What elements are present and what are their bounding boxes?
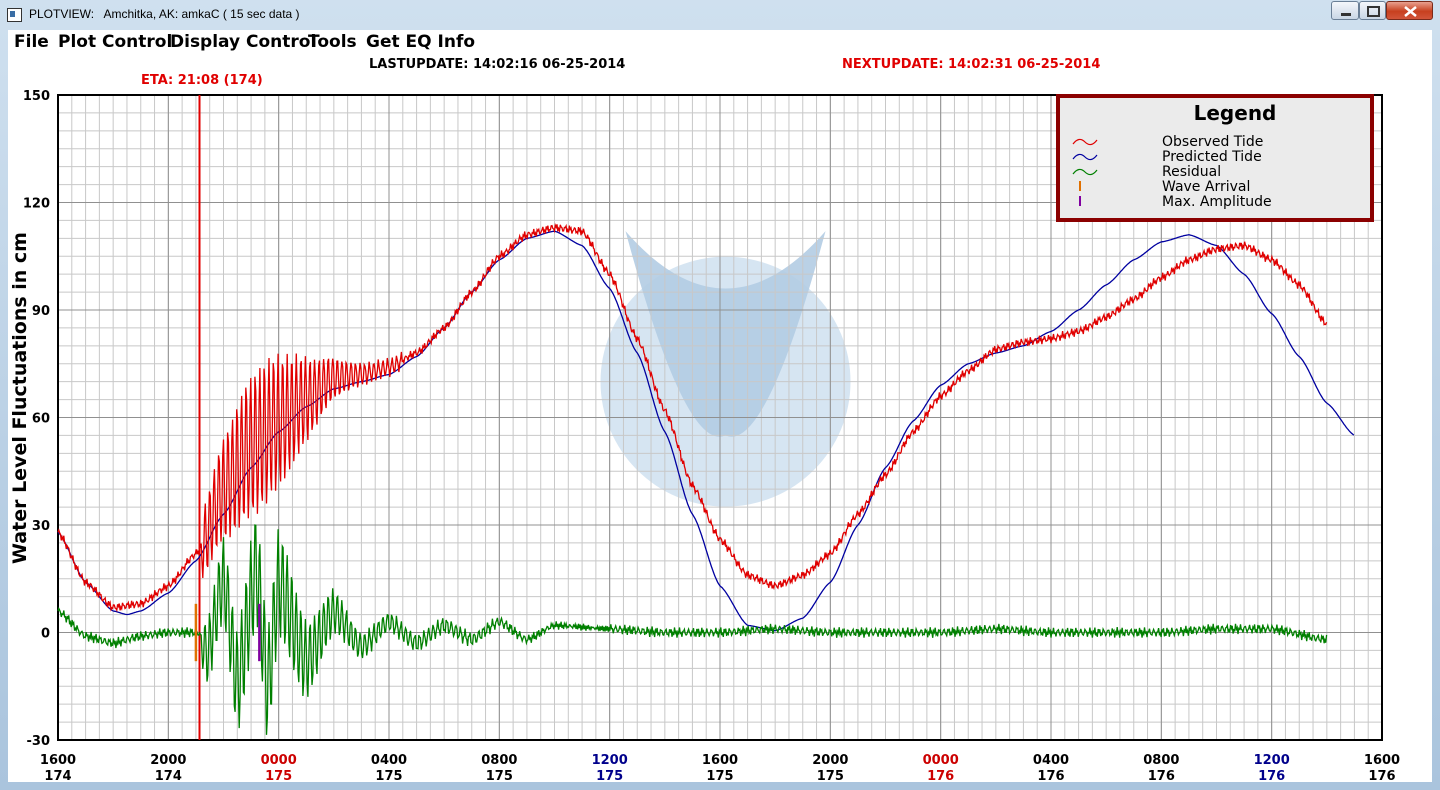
x-tick-day-label: 176 [1037, 769, 1064, 782]
x-tick-day-label: 175 [486, 769, 513, 782]
maximize-button[interactable] [1359, 1, 1386, 20]
x-tick-time-label: 0000 [923, 753, 959, 768]
x-tick-day-label: 174 [155, 769, 182, 782]
close-button[interactable] [1386, 1, 1433, 20]
predicted-tide-line [57, 230, 1355, 632]
app-icon[interactable] [7, 8, 22, 22]
x-tick-time-label: 0800 [1143, 753, 1179, 768]
legend-entry-label: Residual [1162, 164, 1221, 180]
y-tick-label: 30 [32, 519, 50, 534]
x-tick-time-label: 0400 [1033, 753, 1069, 768]
client-area: File Plot Control Display Control Tools … [8, 30, 1432, 782]
menu-bar: File Plot Control Display Control Tools … [8, 30, 1432, 52]
y-tick-label: 150 [23, 89, 50, 104]
x-tick-time-label: 0000 [261, 753, 297, 768]
last-update-label: LASTUPDATE: 14:02:16 06-25-2014 [369, 57, 626, 72]
x-tick-time-label: 1200 [592, 753, 628, 768]
menu-get-eq-info[interactable]: Get EQ Info [366, 32, 476, 52]
x-tick-time-label: 2000 [150, 753, 186, 768]
y-tick-label: 0 [41, 627, 50, 642]
x-tick-time-label: 2000 [812, 753, 848, 768]
menu-display-control[interactable]: Display Control [170, 32, 317, 52]
x-tick-day-label: 175 [375, 769, 402, 782]
menu-tools[interactable]: Tools [308, 32, 357, 52]
x-tick-day-label: 175 [596, 769, 623, 782]
y-tick-label: -30 [27, 734, 51, 749]
legend-swatch-wave [1072, 168, 1098, 176]
y-tick-label: 60 [32, 412, 50, 427]
x-tick-time-label: 1600 [1364, 753, 1400, 768]
legend-swatch-wave [1072, 153, 1098, 161]
x-tick-day-label: 176 [1368, 769, 1395, 782]
minimize-button[interactable] [1331, 1, 1359, 20]
x-tick-day-label: 176 [1148, 769, 1175, 782]
x-tick-time-label: 0800 [481, 753, 517, 768]
x-tick-day-label: 175 [817, 769, 844, 782]
legend-title: Legend [1194, 101, 1277, 125]
x-tick-time-label: 0400 [371, 753, 407, 768]
legend-swatch-wave [1072, 138, 1098, 146]
x-tick-time-label: 1200 [1254, 753, 1290, 768]
legend-entry-label: Predicted Tide [1162, 149, 1262, 165]
eta-label: ETA: 21:08 (174) [141, 73, 263, 88]
observed-tide-line [57, 222, 1328, 613]
x-tick-day-label: 175 [265, 769, 292, 782]
legend-entry-label: Wave Arrival [1162, 179, 1250, 195]
x-tick-day-label: 176 [1258, 769, 1285, 782]
x-tick-day-label: 174 [44, 769, 71, 782]
legend-entry-label: Max. Amplitude [1162, 194, 1272, 210]
x-tick-time-label: 1600 [40, 753, 76, 768]
menu-file[interactable]: File [14, 32, 49, 52]
y-tick-label: 90 [32, 304, 50, 319]
plot-border [57, 94, 1383, 741]
y-tick-label: 120 [23, 197, 50, 212]
window-title: PLOTVIEW: Amchitka, AK: amkaC ( 15 sec d… [29, 7, 300, 21]
next-update-label: NEXTUPDATE: 14:02:31 06-25-2014 [842, 57, 1101, 72]
tide-chart[interactable]: 1501209060300-30160017420001740000175040… [8, 30, 1432, 782]
legend-entry-label: Observed Tide [1162, 134, 1263, 150]
title-bar[interactable]: PLOTVIEW: Amchitka, AK: amkaC ( 15 sec d… [0, 0, 1440, 30]
residual-line [57, 524, 1328, 735]
x-tick-day-label: 176 [927, 769, 954, 782]
x-tick-day-label: 175 [706, 769, 733, 782]
legend-box [1056, 94, 1374, 222]
menu-plot-control[interactable]: Plot Control [58, 32, 173, 52]
x-tick-time-label: 1600 [702, 753, 738, 768]
